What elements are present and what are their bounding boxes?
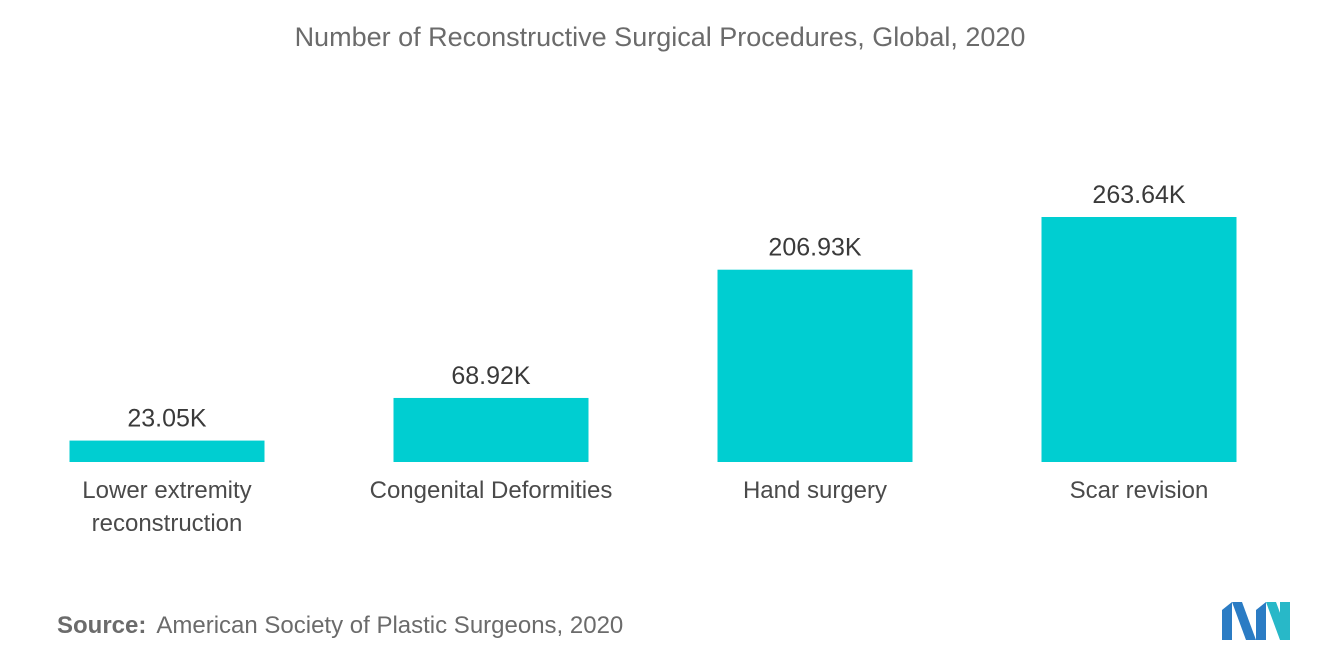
category-label: Hand surgery <box>743 477 887 504</box>
bar-value-label: 263.64K <box>1092 181 1185 209</box>
category-label-line: Congenital Deformities <box>370 477 613 504</box>
logo-shape-left <box>1222 602 1232 640</box>
brand-logo-icon <box>1222 602 1290 640</box>
category-label-line: Hand surgery <box>743 477 887 504</box>
logo-shape-diag-1 <box>1232 602 1256 640</box>
category-label-line: reconstruction <box>92 510 243 537</box>
source-note: Source: American Society of Plastic Surge… <box>57 612 623 640</box>
bar-value-label: 206.93K <box>768 234 861 262</box>
chart-title: Number of Reconstructive Surgical Proced… <box>294 22 1026 52</box>
bar <box>1041 217 1237 462</box>
category-label: Congenital Deformities <box>370 477 613 504</box>
bar-value-label: 23.05K <box>127 405 207 433</box>
bar <box>69 440 265 462</box>
value-labels-group: 23.05K 68.92K 206.93K 263.64K <box>127 181 1186 433</box>
bar <box>393 397 589 462</box>
bar <box>717 269 913 462</box>
bars-group <box>69 217 1237 462</box>
category-label-line: Lower extremity <box>82 477 251 504</box>
category-label: Scar revision <box>1070 477 1209 504</box>
logo-shape-right <box>1280 602 1290 640</box>
logo-shape-mid <box>1256 602 1266 640</box>
source-text: American Society of Plastic Surgeons, 20… <box>156 612 624 639</box>
category-labels-group: Lower extremity reconstruction Congenital … <box>82 477 1208 537</box>
category-label-line: Scar revision <box>1070 477 1209 504</box>
bar-value-label: 68.92K <box>451 362 531 390</box>
source-prefix: Source: <box>57 612 147 639</box>
category-label: Lower extremity reconstruction <box>82 477 251 537</box>
